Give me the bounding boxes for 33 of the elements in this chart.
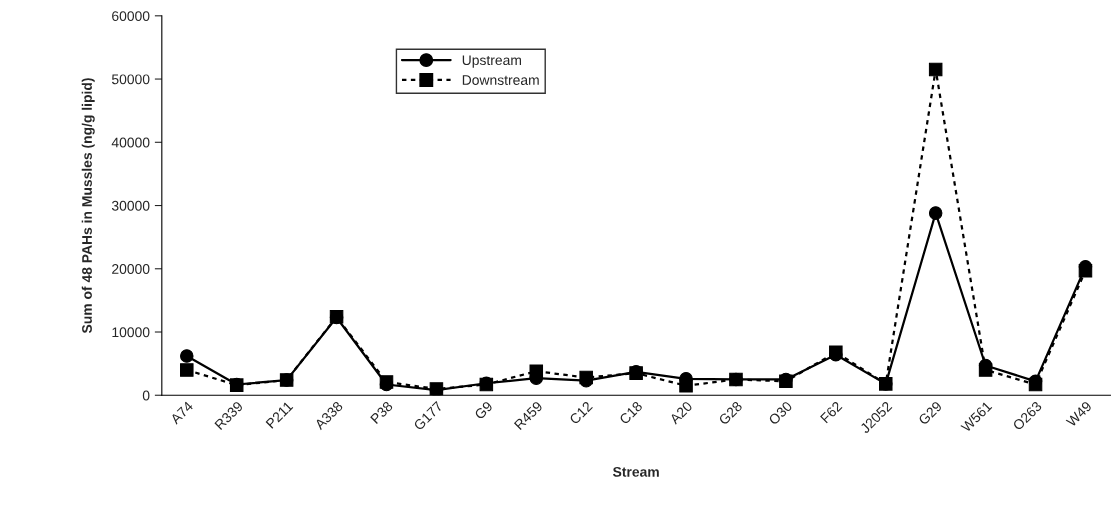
x-tick-label: C12 bbox=[568, 400, 593, 425]
y-axis-title: Sum of 48 PAHs in Mussles (ng/g lipid) bbox=[81, 78, 95, 334]
x-tick-label: A20 bbox=[668, 400, 693, 425]
y-tick-label: 0 bbox=[142, 390, 150, 401]
x-tick-label: F62 bbox=[819, 400, 843, 424]
x-tick-label: G28 bbox=[718, 400, 743, 426]
y-tick-label: 30000 bbox=[111, 200, 150, 211]
point bbox=[229, 378, 244, 392]
point bbox=[1078, 263, 1093, 278]
y-tick-label: 40000 bbox=[111, 137, 150, 148]
x-tick-label: C18 bbox=[618, 400, 643, 425]
point bbox=[180, 349, 194, 363]
point bbox=[529, 364, 544, 378]
y-tick-label: 50000 bbox=[111, 74, 150, 85]
y-tick-label: 10000 bbox=[112, 327, 150, 338]
point bbox=[180, 363, 194, 377]
x-tick-label: P38 bbox=[370, 400, 394, 424]
x-tick-label: G29 bbox=[917, 400, 943, 426]
point bbox=[329, 310, 344, 324]
point bbox=[729, 372, 743, 387]
x-tick-label: A74 bbox=[169, 400, 194, 425]
point bbox=[928, 206, 943, 220]
y-tick-label: 60000 bbox=[112, 11, 150, 21]
point bbox=[978, 363, 993, 377]
y-tick-label: 20000 bbox=[112, 264, 150, 274]
x-axis-title: Stream bbox=[612, 466, 659, 477]
point bbox=[878, 377, 893, 391]
legend-label: Downstream bbox=[462, 75, 539, 85]
x-tick-label: G9 bbox=[473, 400, 494, 420]
point bbox=[679, 378, 693, 393]
point bbox=[928, 62, 943, 77]
x-tick-label: O30 bbox=[768, 400, 793, 426]
legend-label: Upstream bbox=[462, 55, 521, 68]
